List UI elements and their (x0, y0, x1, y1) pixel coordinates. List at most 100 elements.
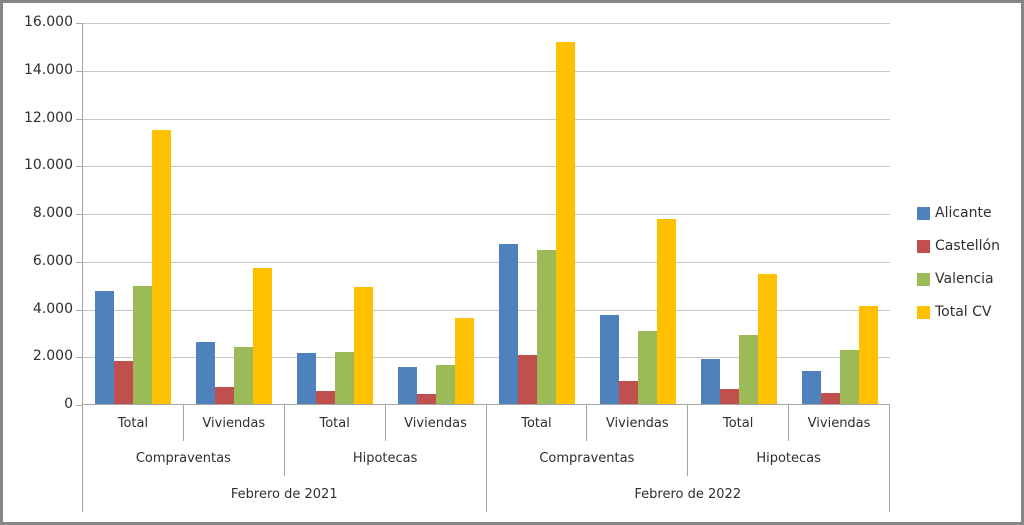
category-label: Compraventas (135, 451, 231, 466)
bar-group (688, 23, 789, 404)
y-axis-label: 10.000 (24, 157, 73, 174)
bar-valencia (637, 331, 657, 404)
y-axis-tick (76, 357, 83, 359)
category-label: Viviendas (586, 405, 687, 441)
bar-group (184, 23, 285, 404)
category-label: Hipotecas (283, 441, 486, 476)
bar-group (83, 23, 184, 404)
gridline (83, 261, 890, 263)
y-axis-tick (76, 214, 83, 215)
category-label: Viviendas (788, 405, 889, 441)
legend-swatch-icon (917, 206, 930, 220)
legend-label: Alicante (935, 205, 992, 221)
category-row-period: Febrero de 2021 Febrero de 2022 (83, 476, 889, 512)
gridline (83, 23, 890, 24)
y-axis-tick (76, 70, 83, 72)
plot-area (82, 23, 890, 405)
legend-swatch-icon (917, 239, 930, 253)
legend-item: Valencia (917, 270, 1000, 288)
bar-valencia (839, 350, 859, 404)
y-axis-tick (76, 166, 83, 168)
y-axis-label: 14.000 (24, 61, 73, 78)
category-label: Viviendas (384, 405, 486, 441)
gridline (83, 357, 890, 359)
gridline (83, 309, 890, 311)
bar-total-cv (555, 42, 575, 404)
bar-total-cv (656, 219, 676, 404)
bar-group (285, 23, 386, 404)
y-axis-tick (76, 23, 83, 24)
legend-label: Castellón (935, 238, 1000, 254)
bar-castellón (517, 355, 537, 404)
y-axis-label: 6.000 (32, 252, 73, 269)
bar-alicante (398, 367, 418, 404)
y-axis-label: 16.000 (24, 14, 73, 30)
y-axis-tick (76, 405, 83, 406)
gridline (83, 118, 890, 120)
y-axis-label: 4.000 (32, 300, 73, 317)
bar-valencia (133, 286, 153, 404)
bar-castellón (618, 381, 638, 404)
category-label: Viviendas (182, 405, 284, 441)
category-axis: Total Viviendas Total Viviendas Total Viviend… (82, 405, 890, 512)
category-label: Total (687, 405, 788, 441)
category-label: Total (117, 415, 149, 431)
bar-valencia (536, 250, 556, 404)
bar-total-cv (455, 318, 475, 404)
y-axis-label: 12.000 (24, 109, 73, 126)
bar-valencia (738, 334, 758, 404)
bar-castellón (417, 394, 437, 404)
bar-group (386, 23, 487, 404)
bar-castellón (820, 393, 840, 404)
gridline (83, 214, 890, 215)
legend-item: Alicante (917, 204, 1000, 222)
bar-group (789, 23, 890, 404)
bar-castellón (316, 390, 336, 404)
bar-castellón (114, 361, 134, 404)
legend-swatch-icon (917, 305, 930, 319)
bar-valencia (234, 346, 254, 404)
bar-groups (83, 23, 890, 404)
category-row-type: Compraventas Hipotecas Compraventas Hipotec… (83, 441, 889, 476)
legend-label: Total CV (935, 304, 992, 320)
gridline (83, 166, 890, 168)
bar-group (487, 23, 588, 404)
bar-valencia (436, 364, 456, 404)
legend-label: Valencia (935, 271, 994, 287)
legend-item: Castellón (917, 237, 1000, 255)
bar-total-cv (253, 268, 273, 404)
bar-castellón (215, 387, 235, 404)
bar-total-cv (152, 130, 172, 404)
category-label: Febrero de 2022 (485, 476, 890, 512)
bar-alicante (700, 358, 720, 404)
bar-total-cv (757, 274, 777, 404)
bar-alicante (95, 290, 115, 404)
bar-alicante (801, 370, 821, 404)
y-axis-tick (76, 118, 83, 120)
y-axis-label: 0 (64, 396, 73, 412)
category-label: Total (485, 405, 587, 441)
category-label: Compraventas (485, 441, 688, 476)
bar-alicante (297, 352, 317, 404)
bar-alicante (196, 342, 216, 404)
bar-alicante (498, 244, 518, 404)
bar-valencia (335, 351, 355, 404)
category-label: Hipotecas (687, 441, 889, 476)
legend-item: Total CV (917, 303, 1000, 321)
y-axis-label: 2.000 (32, 348, 73, 365)
bar-total-cv (354, 287, 374, 404)
legend-swatch-icon (917, 272, 930, 286)
bar-castellón (719, 388, 739, 404)
y-axis-tick (76, 261, 83, 263)
bar-total-cv (858, 306, 878, 404)
bar-alicante (599, 314, 619, 404)
bar-group (587, 23, 688, 404)
category-row-subtype: Total Viviendas Total Viviendas Total Viviend… (83, 405, 889, 441)
y-axis-tick (76, 309, 83, 311)
y-axis-label: 8.000 (32, 205, 73, 221)
category-label: Total (283, 405, 385, 441)
legend: Alicante Castellón Valencia Total CV (917, 204, 1000, 336)
category-label: Febrero de 2021 (230, 486, 338, 502)
gridline (83, 70, 890, 72)
